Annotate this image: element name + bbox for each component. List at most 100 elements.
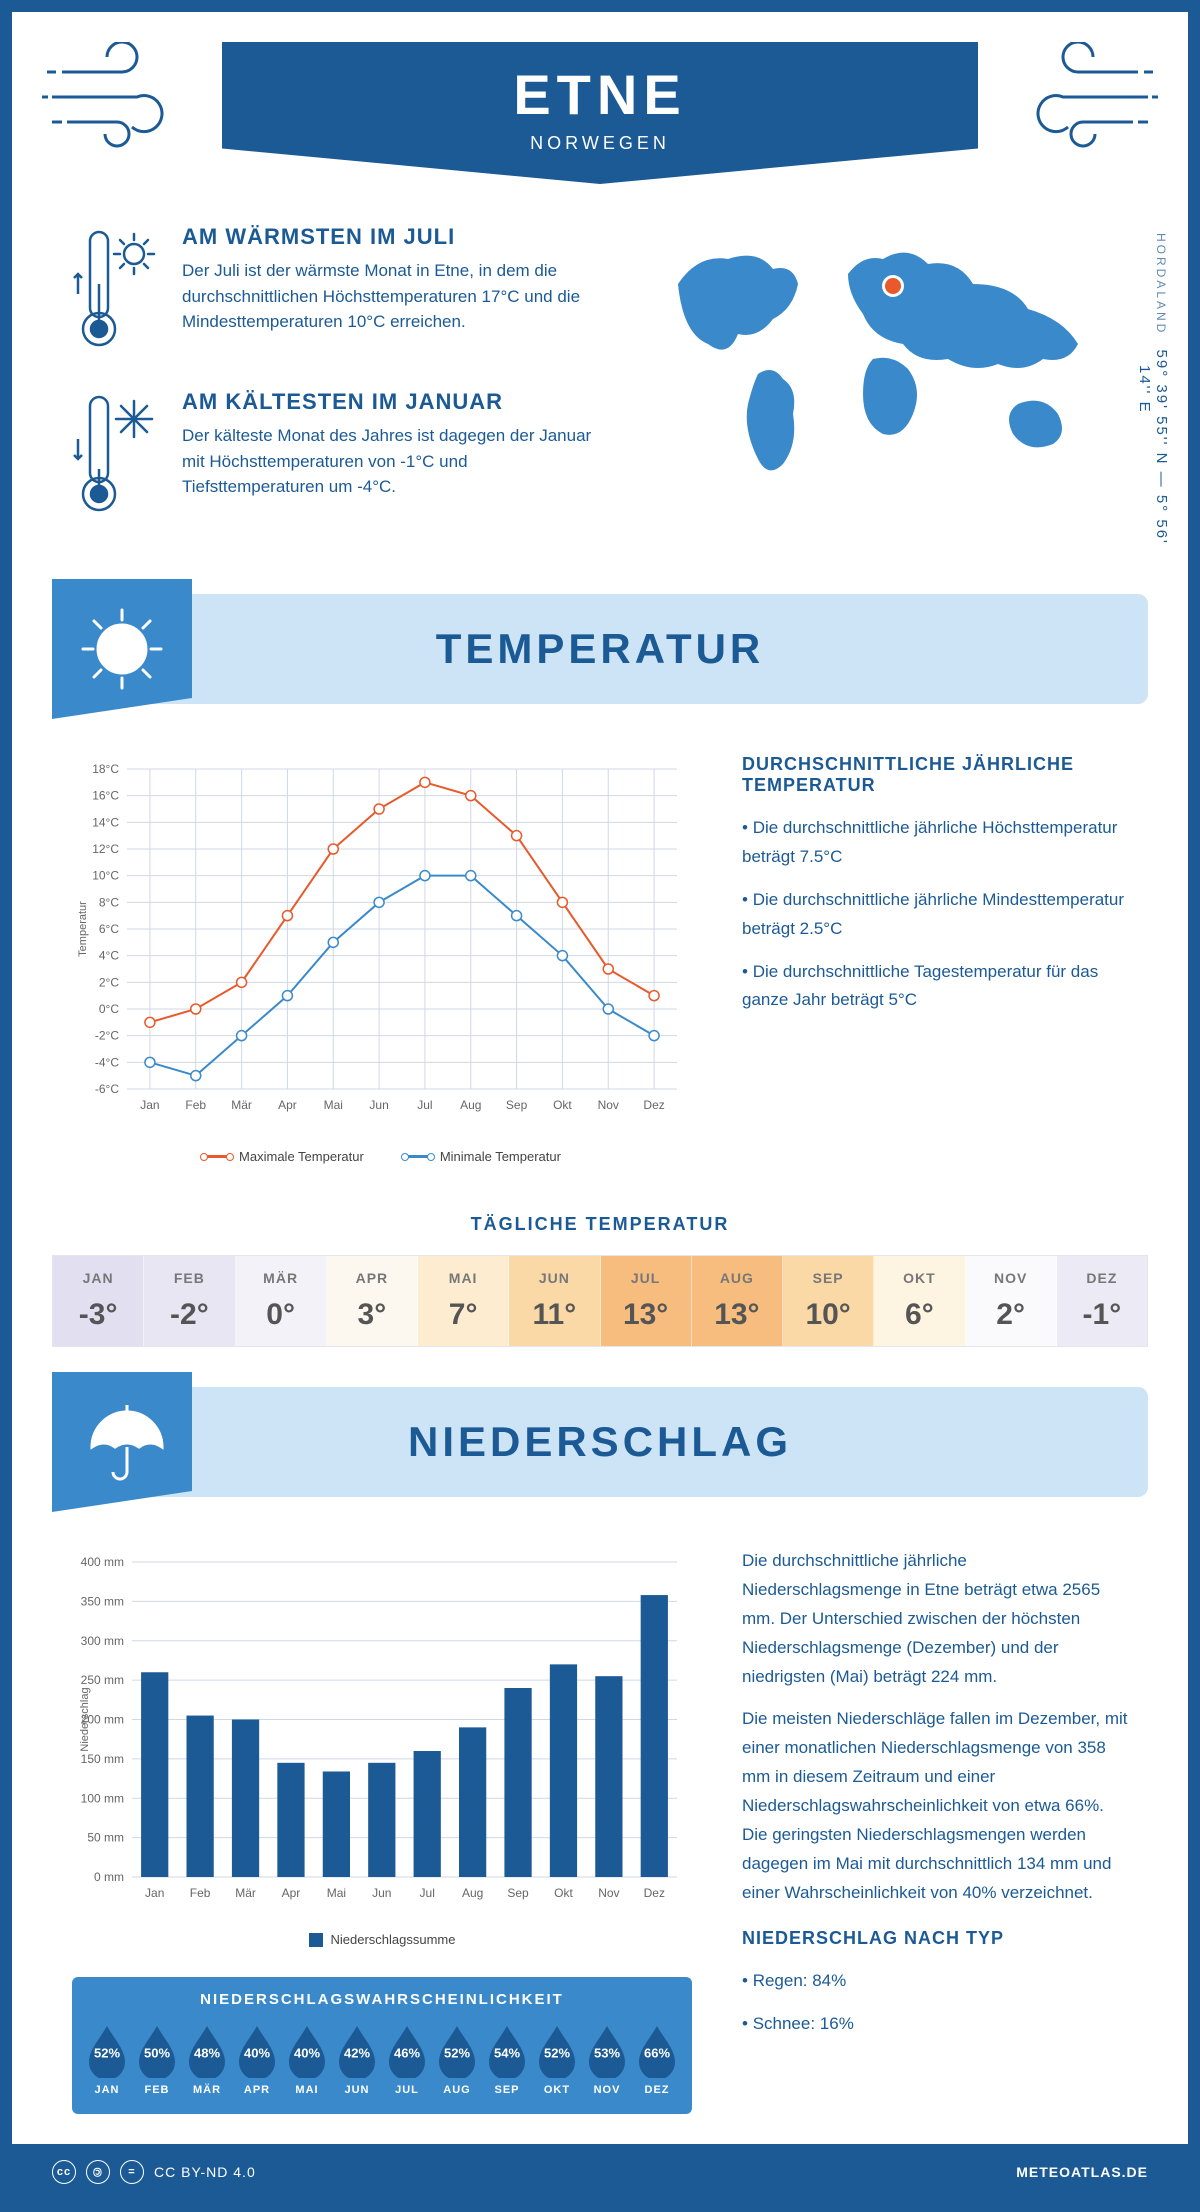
- temp-legend-item: Maximale Temperatur: [203, 1149, 364, 1164]
- svg-text:Niederschlag: Niederschlag: [79, 1687, 91, 1751]
- daily-temp-cell: SEP10°: [783, 1256, 874, 1346]
- precip-type-item: Regen: 84%: [742, 1967, 1128, 1996]
- svg-text:Jul: Jul: [417, 1098, 432, 1112]
- svg-text:-4°C: -4°C: [95, 1055, 119, 1069]
- umbrella-icon: [52, 1372, 192, 1512]
- daily-temp-strip: JAN-3°FEB-2°MÄR0°APR3°MAI7°JUN11°JUL13°A…: [52, 1255, 1148, 1347]
- temp-desc-title: DURCHSCHNITTLICHE JÄHRLICHE TEMPERATUR: [742, 754, 1128, 796]
- warmest-text: Der Juli ist der wärmste Monat in Etne, …: [182, 258, 608, 335]
- sun-icon: [52, 579, 192, 719]
- probability-drop: 40%MAI: [282, 2022, 332, 2096]
- license-block: cc 🄯 = CC BY-ND 4.0: [52, 2160, 256, 2184]
- svg-text:Jul: Jul: [420, 1886, 435, 1900]
- license-text: CC BY-ND 4.0: [154, 2164, 256, 2180]
- svg-text:6°C: 6°C: [99, 922, 119, 936]
- svg-text:10°C: 10°C: [92, 869, 119, 883]
- precip-legend-item: Niederschlagssumme: [309, 1932, 456, 1947]
- daily-temp-cell: FEB-2°: [144, 1256, 235, 1346]
- temp-legend-item: Minimale Temperatur: [404, 1149, 561, 1164]
- svg-text:Dez: Dez: [644, 1886, 665, 1900]
- temp-bullets: Die durchschnittliche jährliche Höchstte…: [742, 814, 1128, 1015]
- svg-text:Nov: Nov: [598, 1886, 619, 1900]
- daily-temp-title: TÄGLICHE TEMPERATUR: [12, 1214, 1188, 1235]
- svg-text:0 mm: 0 mm: [94, 1870, 124, 1884]
- svg-text:Sep: Sep: [507, 1886, 529, 1900]
- coldest-text: Der kälteste Monat des Jahres ist dagege…: [182, 423, 608, 500]
- svg-text:Sep: Sep: [506, 1098, 528, 1112]
- warmest-block: AM WÄRMSTEN IM JULI Der Juli ist der wär…: [72, 224, 608, 359]
- svg-text:Jun: Jun: [369, 1098, 388, 1112]
- coord-text: 59° 39' 55'' N — 5° 56' 14'' E: [1136, 350, 1170, 545]
- svg-text:Jun: Jun: [372, 1886, 391, 1900]
- precipitation-title: NIEDERSCHLAG: [52, 1418, 1148, 1466]
- region-label: HORDALAND: [1154, 233, 1168, 335]
- temp-bullet: Die durchschnittliche Tagestemperatur fü…: [742, 958, 1128, 1016]
- coordinates: HORDALAND 59° 39' 55'' N — 5° 56' 14'' E: [1136, 224, 1170, 554]
- svg-text:Feb: Feb: [190, 1886, 211, 1900]
- svg-text:Apr: Apr: [278, 1098, 297, 1112]
- probability-drop: 40%APR: [232, 2022, 282, 2096]
- page-subtitle: NORWEGEN: [222, 133, 978, 154]
- svg-text:250 mm: 250 mm: [81, 1673, 124, 1687]
- daily-temp-cell: JAN-3°: [53, 1256, 144, 1346]
- svg-text:18°C: 18°C: [92, 762, 119, 776]
- probability-drop: 52%OKT: [532, 2022, 582, 2096]
- warmest-title: AM WÄRMSTEN IM JULI: [182, 224, 608, 250]
- nd-icon: =: [120, 2160, 144, 2184]
- svg-text:Temperatur: Temperatur: [77, 901, 89, 957]
- precipitation-probability-box: NIEDERSCHLAGSWAHRSCHEINLICHKEIT 52%JAN50…: [72, 1977, 692, 2114]
- world-map: HORDALAND 59° 39' 55'' N — 5° 56' 14'' E: [648, 224, 1128, 554]
- svg-text:Jan: Jan: [140, 1098, 159, 1112]
- daily-temp-cell: AUG13°: [692, 1256, 783, 1346]
- svg-text:350 mm: 350 mm: [81, 1594, 124, 1608]
- probability-drop: 54%SEP: [482, 2022, 532, 2096]
- footer: cc 🄯 = CC BY-ND 4.0 METEOATLAS.DE: [12, 2144, 1188, 2200]
- svg-text:8°C: 8°C: [99, 895, 119, 909]
- svg-text:150 mm: 150 mm: [81, 1752, 124, 1766]
- precip-type-item: Schnee: 16%: [742, 2010, 1128, 2039]
- daily-temp-cell: JUN11°: [509, 1256, 600, 1346]
- coldest-block: AM KÄLTESTEN IM JANUAR Der kälteste Mona…: [72, 389, 608, 524]
- svg-text:-6°C: -6°C: [95, 1082, 119, 1096]
- thermometer-cold-icon: [72, 389, 162, 524]
- page-container: ETNE NORWEGEN: [0, 0, 1200, 2212]
- svg-text:Aug: Aug: [462, 1886, 483, 1900]
- wind-icon-right: [1018, 42, 1158, 157]
- intro-section: AM WÄRMSTEN IM JULI Der Juli ist der wär…: [12, 194, 1188, 574]
- page-title: ETNE: [222, 62, 978, 127]
- precip-type-title: NIEDERSCHLAG NACH TYP: [742, 1928, 1128, 1949]
- temperature-title: TEMPERATUR: [52, 625, 1148, 673]
- svg-text:4°C: 4°C: [99, 949, 119, 963]
- svg-text:16°C: 16°C: [92, 789, 119, 803]
- precip-legend-label: Niederschlagssumme: [331, 1932, 456, 1947]
- svg-text:-2°C: -2°C: [95, 1029, 119, 1043]
- svg-text:14°C: 14°C: [92, 815, 119, 829]
- svg-text:Nov: Nov: [598, 1098, 619, 1112]
- precip-desc-1: Die durchschnittliche jährliche Niedersc…: [742, 1547, 1128, 1691]
- precipitation-bar-chart: 0 mm50 mm100 mm150 mm200 mm250 mm300 mm3…: [72, 1547, 692, 1947]
- cc-icon: cc: [52, 2160, 76, 2184]
- svg-text:0°C: 0°C: [99, 1002, 119, 1016]
- probability-drop: 53%NOV: [582, 2022, 632, 2096]
- site-name: METEOATLAS.DE: [1016, 2164, 1148, 2180]
- svg-text:Mai: Mai: [327, 1886, 346, 1900]
- probability-drop: 48%MÄR: [182, 2022, 232, 2096]
- svg-text:Apr: Apr: [282, 1886, 301, 1900]
- daily-temp-cell: MÄR0°: [236, 1256, 327, 1346]
- probability-drop: 50%FEB: [132, 2022, 182, 2096]
- coldest-title: AM KÄLTESTEN IM JANUAR: [182, 389, 608, 415]
- svg-text:Aug: Aug: [460, 1098, 481, 1112]
- probability-drop: 52%AUG: [432, 2022, 482, 2096]
- svg-text:400 mm: 400 mm: [81, 1555, 124, 1569]
- wind-icon-left: [42, 42, 182, 157]
- svg-text:12°C: 12°C: [92, 842, 119, 856]
- daily-temp-cell: DEZ-1°: [1057, 1256, 1147, 1346]
- precip-desc-2: Die meisten Niederschläge fallen im Deze…: [742, 1705, 1128, 1907]
- svg-text:Jan: Jan: [145, 1886, 164, 1900]
- precipitation-section-header: NIEDERSCHLAG: [52, 1387, 1148, 1497]
- daily-temp-cell: NOV2°: [966, 1256, 1057, 1346]
- svg-text:50 mm: 50 mm: [87, 1831, 124, 1845]
- svg-text:Dez: Dez: [643, 1098, 664, 1112]
- header: ETNE NORWEGEN: [12, 12, 1188, 194]
- temperature-chart-row: -6°C-4°C-2°C0°C2°C4°C6°C8°C10°C12°C14°C1…: [12, 724, 1188, 1194]
